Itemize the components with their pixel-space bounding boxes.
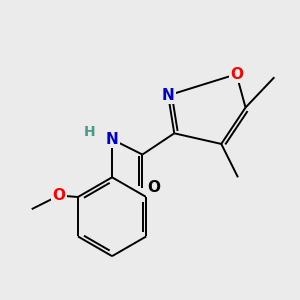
Text: O: O [147,180,161,195]
Text: H: H [83,125,95,139]
Text: O: O [52,188,65,203]
Text: N: N [106,132,118,147]
Text: O: O [230,67,243,82]
Text: N: N [162,88,175,103]
